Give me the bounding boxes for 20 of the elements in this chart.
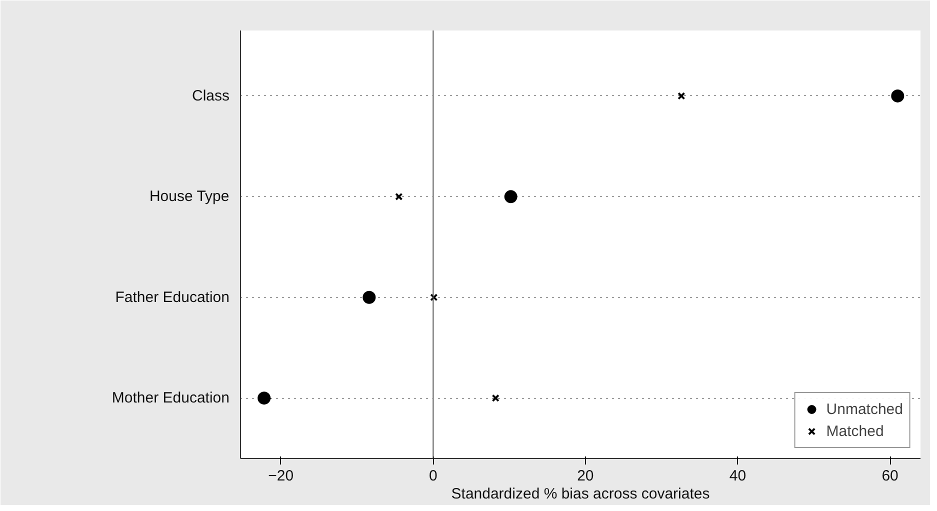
x-tick-label: 0: [428, 468, 438, 484]
point: [492, 394, 500, 402]
point: [891, 89, 904, 102]
x-tick-label: 40: [729, 468, 746, 484]
point: [258, 392, 271, 405]
point: [430, 294, 438, 302]
y-tick-label: Class: [192, 87, 230, 104]
point: [395, 192, 403, 200]
point: [678, 92, 686, 100]
y-tick-label: Father Education: [115, 288, 230, 306]
x-tick-label: 20: [577, 468, 594, 484]
x-tick-label: −20: [268, 468, 294, 484]
legend-label: Unmatched: [826, 400, 903, 418]
y-tick-label: Mother Education: [112, 390, 230, 407]
point: [504, 190, 518, 204]
legend-label: Matched: [826, 422, 884, 440]
point: [362, 290, 376, 304]
x-axis-title: Standardized % bias across covariates: [451, 486, 710, 502]
y-tick-label: House Type: [149, 188, 230, 206]
x-tick-label: 60: [882, 468, 898, 484]
